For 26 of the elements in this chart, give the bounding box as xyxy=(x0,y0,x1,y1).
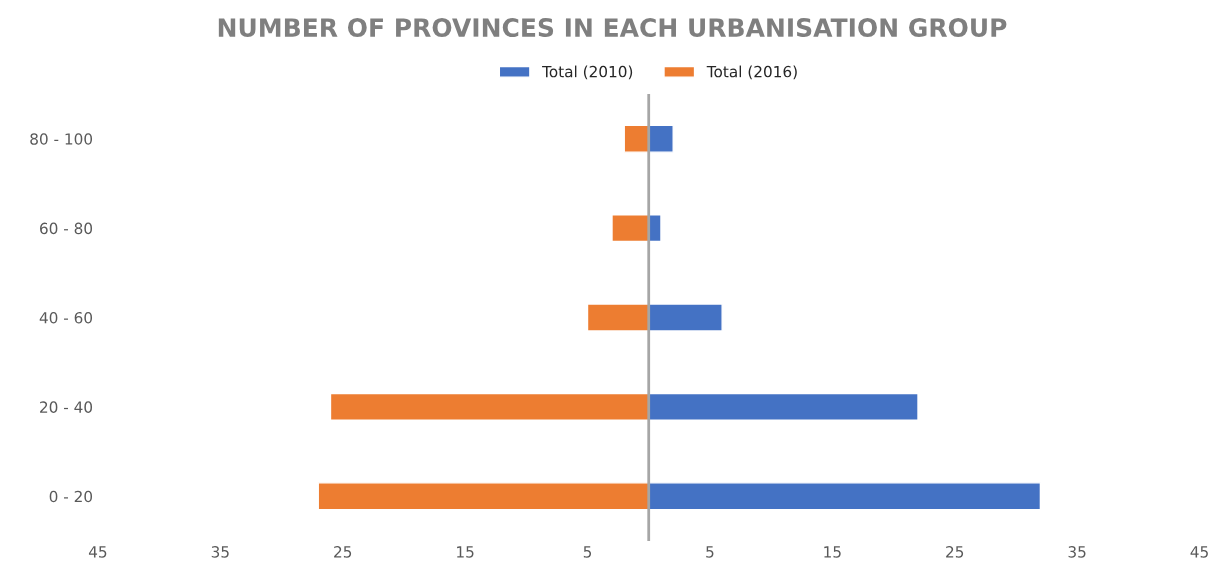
bar xyxy=(586,303,650,332)
bar xyxy=(329,392,650,421)
bar xyxy=(648,303,723,332)
bar xyxy=(611,214,650,243)
x-tick-label: 35 xyxy=(211,546,229,558)
y-tick-label: 60 - 80 xyxy=(40,222,93,235)
x-tick-label: 45 xyxy=(88,546,107,558)
chart-title: NUMBER OF PROVINCES IN EACH URBANISATION GROUP xyxy=(218,18,1007,37)
legend-label: Total (2016) xyxy=(706,65,797,80)
bar xyxy=(648,392,919,421)
x-tick-label: 25 xyxy=(946,546,964,558)
bar xyxy=(648,482,1042,511)
x-tick-label: 15 xyxy=(457,546,474,558)
y-tick-label: 40 - 60 xyxy=(39,311,93,324)
y-tick-label: 20 - 40 xyxy=(40,401,93,413)
y-tick-label: 80 - 100 xyxy=(30,133,93,145)
y-tick-label: 0 - 20 xyxy=(49,490,93,503)
x-tick-label: 25 xyxy=(334,546,352,558)
bar xyxy=(317,482,650,511)
x-tick-label: 35 xyxy=(1068,546,1086,558)
x-tick-label: 45 xyxy=(1190,546,1208,558)
bar xyxy=(648,124,674,153)
legend-label: Total (2010) xyxy=(542,65,633,80)
x-tick-label: 15 xyxy=(824,546,841,558)
x-tick-label: 5 xyxy=(583,546,592,558)
x-tick-label: 5 xyxy=(706,546,714,558)
